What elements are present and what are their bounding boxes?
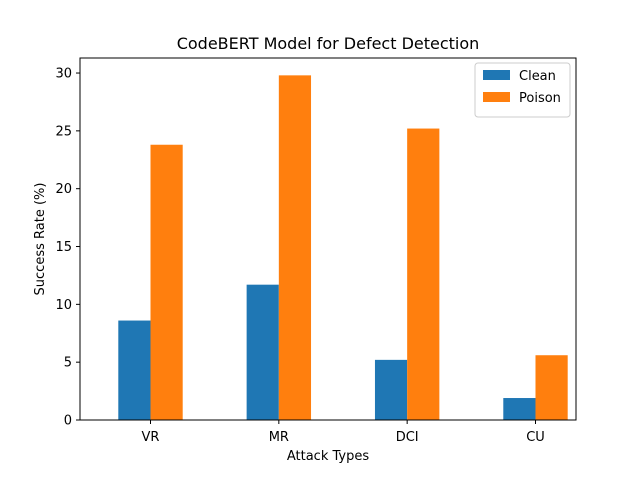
y-tick-label: 20: [55, 182, 72, 197]
chart-title: CodeBERT Model for Defect Detection: [177, 34, 480, 53]
bar-clean-dci: [374, 359, 408, 420]
y-tick-label: 0: [64, 414, 72, 429]
x-tick-label-mr: MR: [269, 430, 289, 445]
x-axis-label: Attack Types: [287, 449, 369, 464]
bar-clean-cu: [503, 398, 536, 420]
y-tick-label: 30: [55, 67, 72, 82]
legend-swatch-clean: [483, 70, 510, 80]
bar-poison-cu: [535, 355, 568, 420]
x-tick-label-cu: CU: [526, 430, 545, 445]
y-tick-label: 15: [55, 240, 72, 255]
y-tick-label: 10: [55, 298, 72, 313]
y-tick-label: 5: [64, 356, 72, 371]
bar-clean-mr: [246, 284, 279, 420]
legend-label-poison: Poison: [519, 91, 561, 106]
bar-poison-vr: [150, 144, 183, 421]
legend: Clean Poison: [474, 62, 571, 118]
plot-frame: [79, 57, 577, 421]
bar-clean-vr: [118, 320, 151, 420]
x-axis: VR MR DCI CU: [142, 420, 545, 445]
bar-poison-dci: [407, 128, 440, 421]
x-tick-label-dci: DCI: [396, 430, 419, 445]
y-axis: 0 5 10 15 20 25 30: [55, 67, 80, 429]
x-tick-label-vr: VR: [142, 430, 160, 445]
y-axis-label: Success Rate (%): [33, 183, 48, 296]
legend-swatch-poison: [483, 92, 510, 102]
legend-label-clean: Clean: [519, 69, 556, 84]
bar-poison-mr: [278, 75, 312, 420]
bars-group: [118, 75, 568, 421]
y-tick-label: 25: [55, 124, 72, 139]
